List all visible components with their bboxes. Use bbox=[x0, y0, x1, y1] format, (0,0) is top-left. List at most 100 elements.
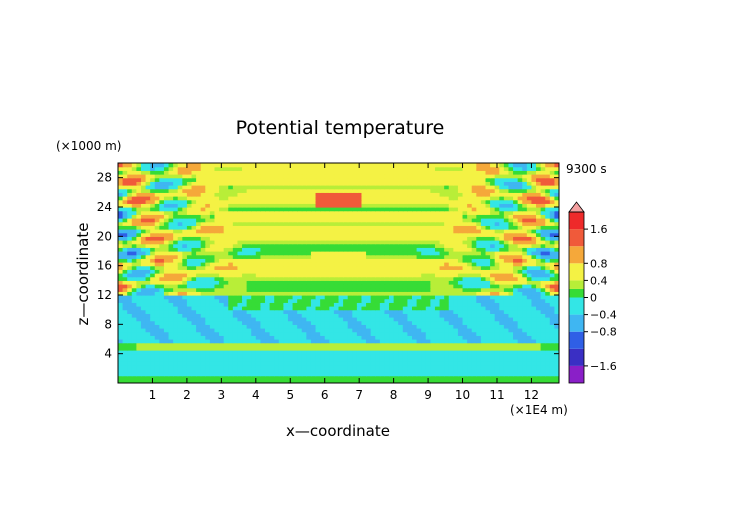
heatmap-cell bbox=[209, 265, 216, 270]
heatmap-cell bbox=[434, 254, 441, 259]
heatmap-cell bbox=[159, 207, 165, 212]
heatmap-cell bbox=[508, 331, 514, 336]
heatmap-cell bbox=[168, 276, 174, 281]
heatmap-cell bbox=[471, 368, 477, 373]
heatmap-cell bbox=[255, 346, 261, 351]
heatmap-cell bbox=[398, 240, 404, 245]
heatmap-cell bbox=[118, 262, 124, 267]
heatmap-cell bbox=[200, 346, 206, 351]
heatmap-cell bbox=[173, 346, 179, 351]
heatmap-cell bbox=[439, 361, 445, 366]
heatmap-cell bbox=[274, 313, 280, 318]
heatmap-cell bbox=[182, 357, 188, 362]
heatmap-cell bbox=[434, 258, 441, 263]
heatmap-cell bbox=[182, 225, 188, 230]
heatmap-cell bbox=[536, 302, 542, 307]
heatmap-cell bbox=[393, 243, 399, 248]
heatmap-cell bbox=[526, 346, 533, 351]
heatmap-cell bbox=[140, 368, 147, 373]
heatmap-cell bbox=[269, 210, 275, 215]
heatmap-cell bbox=[131, 306, 137, 311]
heatmap-cell bbox=[228, 203, 234, 208]
heatmap-cell bbox=[131, 346, 137, 351]
heatmap-cell bbox=[246, 199, 252, 204]
heatmap-cell bbox=[209, 320, 216, 325]
heatmap-cell bbox=[439, 309, 445, 314]
heatmap-cell bbox=[430, 243, 436, 248]
heatmap-cell bbox=[375, 317, 381, 322]
heatmap-cell bbox=[407, 287, 413, 292]
heatmap-cell bbox=[370, 306, 376, 311]
heatmap-cell bbox=[503, 331, 510, 336]
heatmap-cell bbox=[517, 240, 523, 245]
heatmap-cell bbox=[480, 284, 487, 289]
heatmap-cell bbox=[375, 265, 381, 270]
heatmap-cell bbox=[186, 232, 193, 237]
heatmap-cell bbox=[453, 218, 459, 223]
heatmap-cell bbox=[232, 280, 239, 285]
heatmap-cell bbox=[177, 221, 183, 226]
heatmap-cell bbox=[462, 317, 468, 322]
heatmap-cell bbox=[526, 309, 533, 314]
heatmap-cell bbox=[214, 262, 220, 267]
heatmap-cell bbox=[412, 328, 418, 333]
heatmap-cell bbox=[439, 225, 445, 230]
heatmap-cell bbox=[457, 379, 464, 383]
heatmap-cell bbox=[375, 276, 381, 281]
heatmap-cell bbox=[145, 364, 151, 369]
heatmap-cell bbox=[182, 273, 188, 278]
heatmap-cell bbox=[448, 269, 454, 274]
heatmap-cell bbox=[278, 309, 284, 314]
heatmap-cell bbox=[173, 368, 179, 373]
heatmap-cell bbox=[448, 302, 454, 307]
heatmap-cell bbox=[508, 328, 514, 333]
heatmap-cell bbox=[444, 339, 450, 344]
heatmap-cell bbox=[503, 221, 510, 226]
heatmap-cell bbox=[287, 247, 294, 252]
heatmap-cell bbox=[444, 225, 450, 230]
heatmap-cell bbox=[384, 313, 390, 318]
heatmap-cell bbox=[301, 317, 307, 322]
heatmap-cell bbox=[182, 375, 188, 380]
heatmap-cell bbox=[476, 317, 482, 322]
heatmap-cell bbox=[223, 251, 229, 256]
heatmap-cell bbox=[352, 302, 358, 307]
heatmap-cell bbox=[499, 291, 505, 296]
heatmap-cell bbox=[499, 196, 505, 201]
heatmap-cell bbox=[191, 236, 197, 241]
heatmap-cell bbox=[163, 375, 170, 380]
heatmap-cell bbox=[421, 324, 427, 329]
heatmap-cell bbox=[223, 287, 229, 292]
heatmap-cell bbox=[163, 284, 170, 289]
heatmap-cell bbox=[154, 280, 160, 285]
heatmap-cell bbox=[297, 221, 303, 226]
heatmap-cell bbox=[251, 335, 257, 340]
heatmap-cell bbox=[407, 295, 413, 300]
heatmap-cell bbox=[352, 298, 358, 303]
heatmap-cell bbox=[333, 210, 340, 215]
heatmap-cell bbox=[402, 199, 408, 204]
heatmap-cell bbox=[154, 328, 160, 333]
heatmap-cell bbox=[136, 265, 142, 270]
heatmap-cell bbox=[191, 320, 197, 325]
heatmap-cell bbox=[232, 284, 239, 289]
heatmap-cell bbox=[136, 221, 142, 226]
heatmap-cell bbox=[513, 265, 519, 270]
heatmap-cell bbox=[536, 295, 542, 300]
heatmap-cell bbox=[159, 280, 165, 285]
heatmap-cell bbox=[347, 262, 353, 267]
heatmap-cell bbox=[545, 280, 551, 285]
heatmap-cell bbox=[333, 350, 340, 355]
heatmap-cell bbox=[163, 262, 170, 267]
heatmap-cell bbox=[177, 269, 183, 274]
heatmap-cell bbox=[536, 357, 542, 362]
heatmap-cell bbox=[402, 287, 408, 292]
x-unit-label: (×1E4 m) bbox=[510, 403, 568, 417]
heatmap-cell bbox=[292, 273, 298, 278]
heatmap-cell bbox=[389, 273, 395, 278]
heatmap-cell bbox=[237, 379, 243, 383]
heatmap-cell bbox=[287, 251, 294, 256]
heatmap-cell bbox=[352, 350, 358, 355]
heatmap-cell bbox=[545, 273, 551, 278]
heatmap-cell bbox=[329, 342, 335, 347]
